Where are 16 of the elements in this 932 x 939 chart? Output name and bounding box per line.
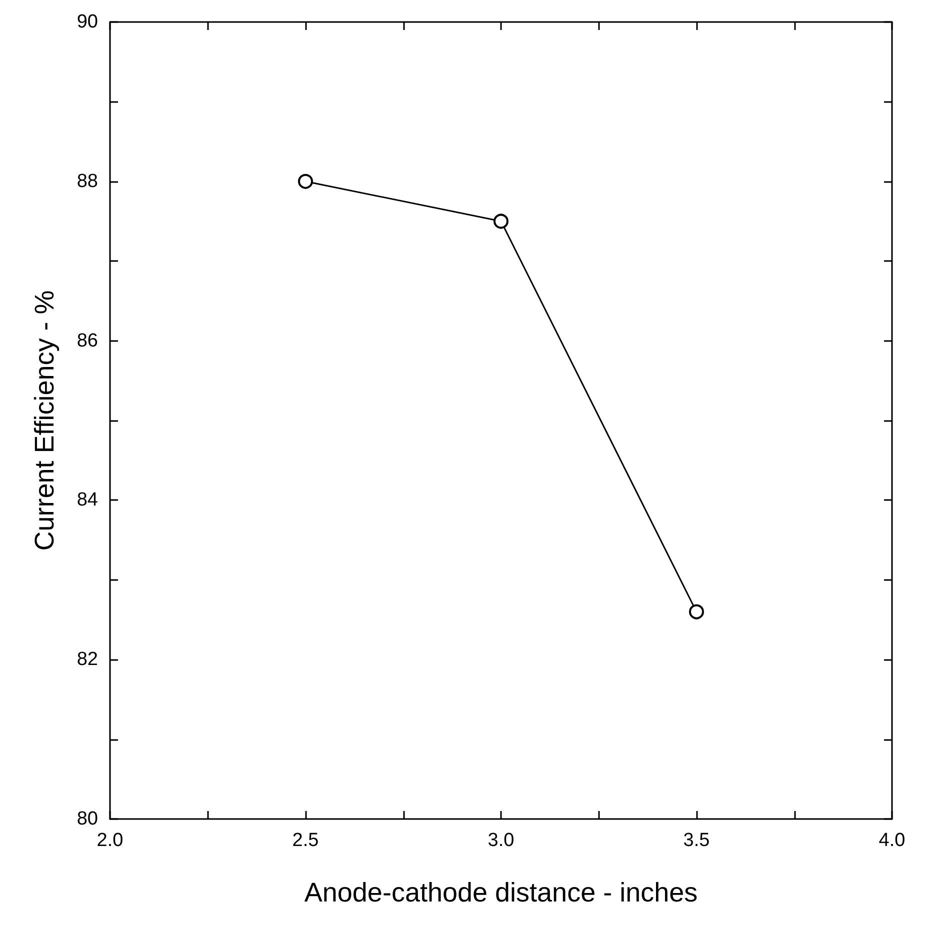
- point: [689, 604, 704, 620]
- y-tick-label: 86: [76, 330, 98, 352]
- x-tick-label: 3.0: [488, 830, 514, 851]
- point: [298, 174, 313, 189]
- y-tick-label: 84: [76, 490, 98, 511]
- x-tick-label: 2.0: [96, 830, 124, 851]
- y-axis-title: Current Efficiency - %: [30, 290, 60, 551]
- y-tick-label: 88: [76, 170, 98, 192]
- x-tick-label: 4.0: [878, 830, 906, 851]
- point: [494, 214, 508, 229]
- x-tick-label: 3.5: [683, 830, 710, 851]
- y-tick-label: 80: [76, 808, 98, 830]
- x-tick-label: 2.5: [292, 830, 319, 851]
- x-axis-title: Anode-cathode distance - inches: [304, 878, 698, 908]
- y-tick-label: 82: [76, 649, 98, 670]
- y-tick-label: 90: [76, 12, 98, 32]
